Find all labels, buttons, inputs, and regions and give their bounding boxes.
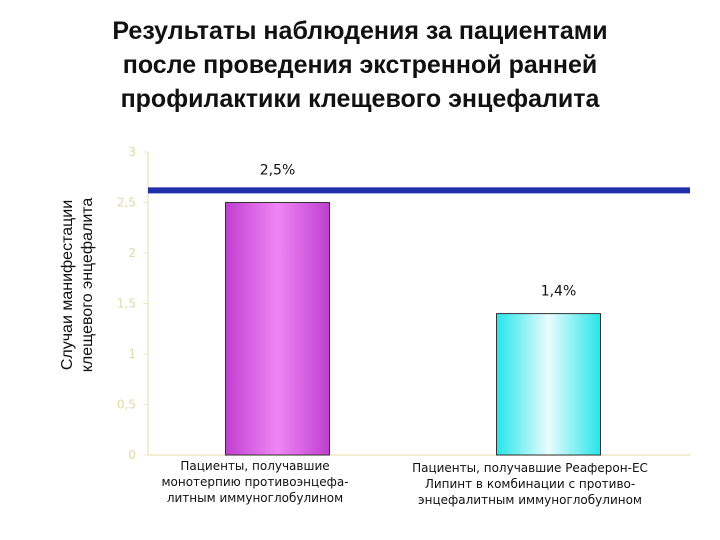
- y-tick-label: 2: [128, 246, 136, 260]
- chart-title-line-3: профилактики клещевого энцефалита: [120, 85, 600, 113]
- y-tick-label: 3: [128, 145, 136, 159]
- bar-data-label-2: 1,4%: [541, 284, 577, 300]
- labels-layer: 2,5% 1,4%: [148, 163, 690, 300]
- chart-title-line-1: Результаты наблюдения за пациентами: [112, 17, 608, 45]
- chart-title-line-2: после проведения экстренной ранней: [122, 51, 598, 79]
- bar-1: [225, 202, 330, 456]
- chart-title: Результаты наблюдения за пациентами посл…: [40, 14, 680, 116]
- y-tick-label: 1: [128, 347, 136, 361]
- bar-2: [496, 313, 601, 456]
- bar-data-label-1: 2,5%: [260, 163, 296, 179]
- x-category-label-2: Пациенты, получавшие Реаферон-ЕС Липинт …: [412, 461, 648, 507]
- bars-layer: [225, 202, 601, 456]
- y-tick-label: 0,5: [117, 398, 136, 412]
- y-tick-label: 0: [128, 448, 136, 462]
- x-category-label-1: Пациенты, получавшие монотерпию противоэ…: [161, 459, 349, 505]
- y-tick-label: 1,5: [117, 297, 136, 311]
- y-tick-label: 2,5: [117, 196, 136, 210]
